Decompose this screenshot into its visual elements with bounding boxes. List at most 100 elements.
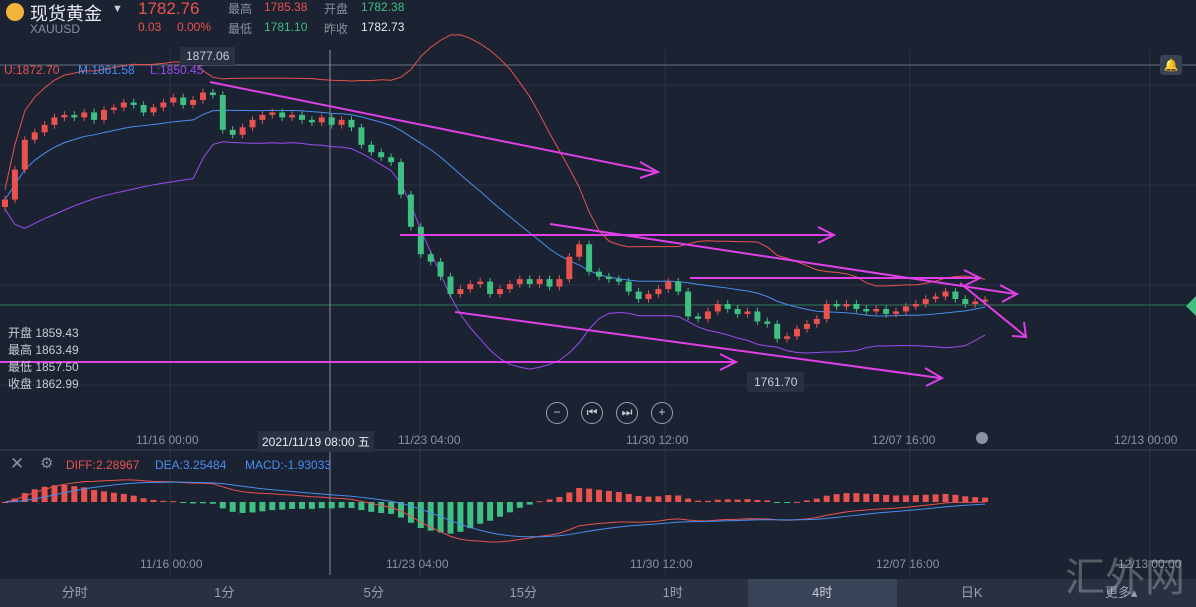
- candle: [180, 97, 187, 105]
- macd-bar: [932, 494, 939, 502]
- tab-4h[interactable]: 4时: [747, 579, 897, 607]
- candle: [209, 92, 216, 96]
- macd-bar: [853, 493, 860, 502]
- tab-1min[interactable]: 1分: [214, 585, 235, 600]
- boll-mid: M:1861.58: [78, 63, 135, 77]
- macd-bar: [645, 496, 652, 502]
- macd-bar: [487, 502, 494, 521]
- macd-bar: [318, 502, 325, 509]
- instrument-name[interactable]: 现货黄金: [30, 4, 102, 24]
- tab-fenshi[interactable]: 分时: [61, 585, 88, 600]
- macd-bar: [388, 502, 395, 514]
- candle: [536, 279, 543, 285]
- zoom-out-button[interactable]: −: [546, 402, 568, 424]
- zoom-in-button[interactable]: +: [651, 402, 673, 424]
- macd-bar: [863, 493, 870, 502]
- candle: [2, 199, 8, 207]
- macd-bar: [447, 502, 454, 534]
- candle: [546, 279, 553, 287]
- macd-bar: [279, 502, 286, 510]
- candle: [358, 127, 365, 145]
- candle: [457, 289, 464, 295]
- macd-bar: [457, 502, 464, 532]
- macd-bar: [41, 486, 48, 502]
- candle: [843, 303, 850, 307]
- macd-bar: [605, 490, 612, 502]
- macd-bar: [180, 502, 187, 503]
- candle: [566, 256, 573, 280]
- settings-icon[interactable]: ⚙: [40, 455, 54, 472]
- macd-bar: [477, 502, 484, 524]
- tab-daily[interactable]: 日K: [960, 585, 983, 600]
- candle: [586, 244, 593, 272]
- macd-bar: [516, 502, 523, 508]
- candle: [398, 162, 404, 195]
- tab-5min[interactable]: 5分: [363, 585, 384, 600]
- candle: [902, 306, 909, 312]
- gold-icon: [6, 3, 24, 21]
- macd-bar: [417, 502, 424, 529]
- candle: [714, 303, 721, 312]
- macd-bar: [784, 502, 791, 503]
- candle: [942, 291, 949, 297]
- candle: [348, 119, 355, 128]
- tab-1h[interactable]: 1时: [662, 585, 683, 600]
- macd-bar: [754, 499, 761, 502]
- macd-bar: [813, 498, 820, 502]
- candle: [912, 303, 919, 307]
- macd-bar: [675, 495, 682, 502]
- macd-bar: [437, 502, 444, 533]
- tab-15min[interactable]: 15分: [509, 585, 537, 600]
- x-label: 12/13 00:00: [1114, 433, 1178, 447]
- macd-bar: [833, 494, 840, 502]
- candle: [774, 323, 781, 339]
- boll-upper: U:1872.70: [4, 63, 60, 77]
- dea-line: [4, 481, 986, 538]
- macd-bar: [467, 502, 474, 529]
- candle: [962, 299, 969, 304]
- candle: [625, 281, 632, 292]
- close-icon[interactable]: ✕: [10, 454, 25, 473]
- bell-icon[interactable]: 🔔: [1160, 55, 1182, 75]
- candle: [378, 152, 385, 158]
- candle: [170, 97, 177, 103]
- macd-bar: [704, 500, 711, 502]
- drag-handle[interactable]: [976, 432, 988, 444]
- candle: [388, 157, 395, 163]
- macd-value: MACD:-1.93033: [245, 458, 332, 472]
- tab-more[interactable]: 更多▴: [1104, 585, 1138, 600]
- candle: [803, 323, 810, 329]
- macd-bar: [625, 493, 632, 502]
- macd-bar: [695, 500, 701, 502]
- candle: [110, 107, 117, 110]
- period-tabs: 分时 1分 5分 15分 1时 4时 日K 更多▴: [0, 579, 1196, 607]
- macd-bar: [259, 502, 266, 512]
- candle: [873, 308, 880, 312]
- candle: [893, 311, 899, 314]
- macd-bar: [378, 502, 385, 514]
- candle: [695, 316, 701, 319]
- macd-bar: [764, 500, 771, 502]
- candle: [61, 114, 68, 118]
- change-pct: 0.00%: [177, 20, 212, 34]
- candle: [259, 114, 266, 120]
- chevron-down-icon[interactable]: ▼: [112, 3, 123, 15]
- candle: [427, 254, 434, 262]
- candle: [200, 92, 206, 100]
- step-forward-button[interactable]: ⏭: [616, 402, 638, 424]
- candle: [853, 303, 860, 309]
- step-back-button[interactable]: ⏮: [581, 402, 603, 424]
- x-label: 11/23 04:00: [386, 557, 449, 571]
- macd-bar: [200, 502, 206, 504]
- candle: [645, 294, 652, 300]
- boll-upper-line: [4, 34, 986, 287]
- candle: [338, 119, 345, 125]
- macd-bar: [398, 502, 404, 518]
- macd-bar: [101, 491, 107, 502]
- macd-bar: [566, 492, 573, 502]
- candle: [516, 279, 523, 285]
- macd-bar: [972, 497, 979, 502]
- candle: [972, 301, 979, 304]
- candle: [41, 124, 48, 133]
